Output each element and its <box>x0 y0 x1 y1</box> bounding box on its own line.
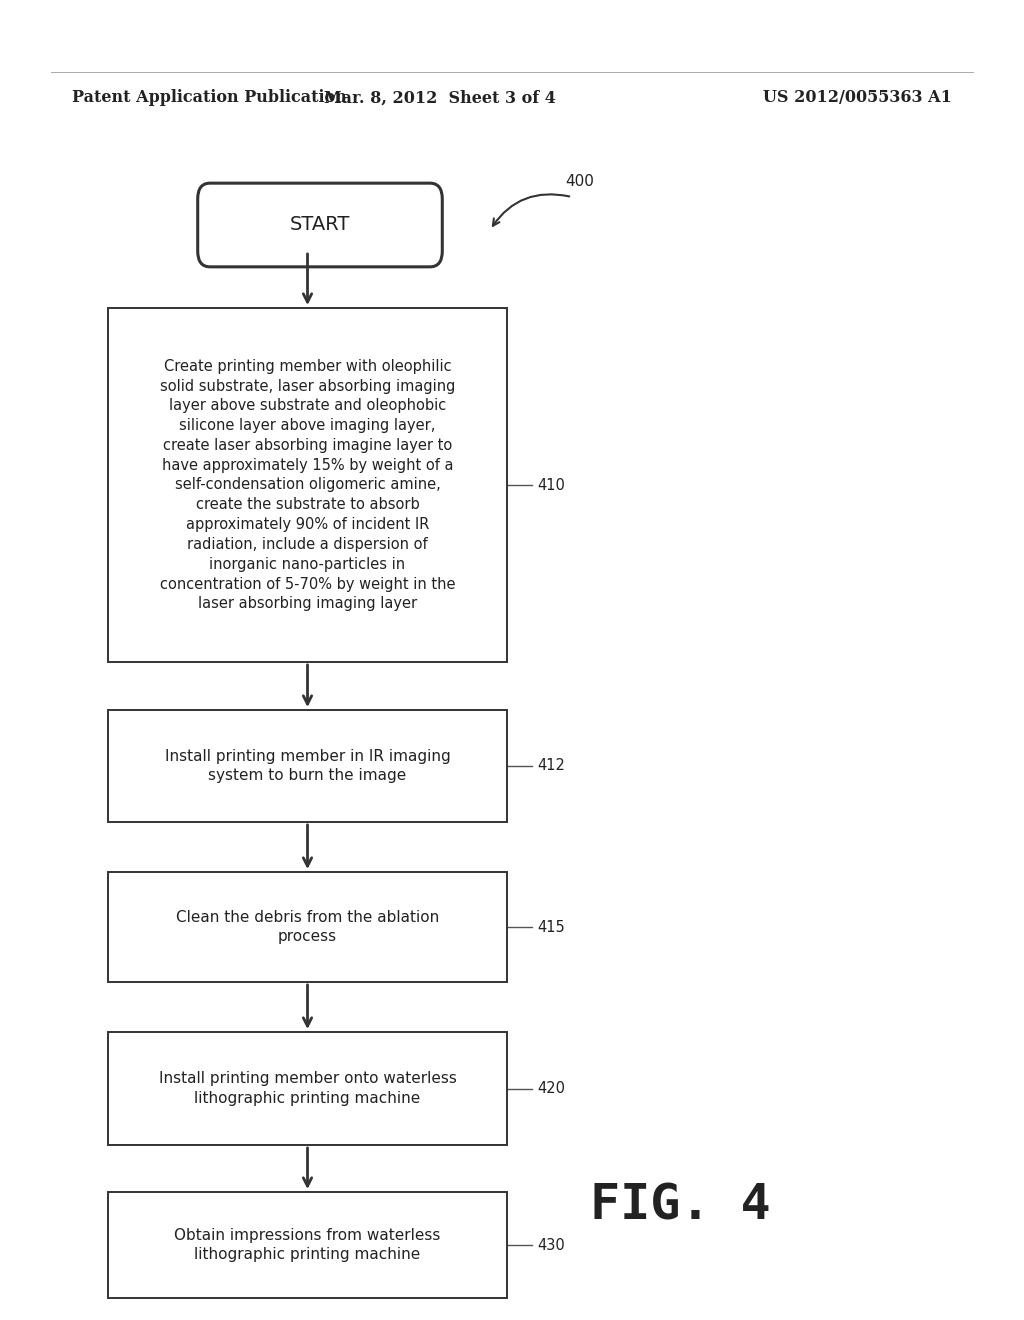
Text: 410: 410 <box>537 478 565 492</box>
Text: Install printing member in IR imaging
system to burn the image: Install printing member in IR imaging sy… <box>165 748 451 783</box>
Text: 412: 412 <box>537 759 565 774</box>
Text: Patent Application Publication: Patent Application Publication <box>72 90 346 107</box>
Text: Create printing member with oleophilic
solid substrate, laser absorbing imaging
: Create printing member with oleophilic s… <box>160 359 456 611</box>
FancyBboxPatch shape <box>198 183 442 267</box>
FancyBboxPatch shape <box>108 1192 507 1298</box>
Text: Obtain impressions from waterless
lithographic printing machine: Obtain impressions from waterless lithog… <box>174 1228 440 1262</box>
Text: 430: 430 <box>537 1238 565 1253</box>
Text: Install printing member onto waterless
lithographic printing machine: Install printing member onto waterless l… <box>159 1071 457 1106</box>
Text: 420: 420 <box>537 1081 565 1096</box>
Text: 415: 415 <box>537 920 565 935</box>
Text: Mar. 8, 2012  Sheet 3 of 4: Mar. 8, 2012 Sheet 3 of 4 <box>325 90 556 107</box>
Text: Clean the debris from the ablation
process: Clean the debris from the ablation proce… <box>176 909 439 944</box>
FancyBboxPatch shape <box>108 873 507 982</box>
FancyBboxPatch shape <box>108 1032 507 1144</box>
Text: US 2012/0055363 A1: US 2012/0055363 A1 <box>764 90 952 107</box>
Text: START: START <box>290 215 350 235</box>
Text: FIG. 4: FIG. 4 <box>590 1181 771 1229</box>
FancyBboxPatch shape <box>108 308 507 663</box>
Text: 400: 400 <box>565 174 594 190</box>
FancyBboxPatch shape <box>108 710 507 822</box>
